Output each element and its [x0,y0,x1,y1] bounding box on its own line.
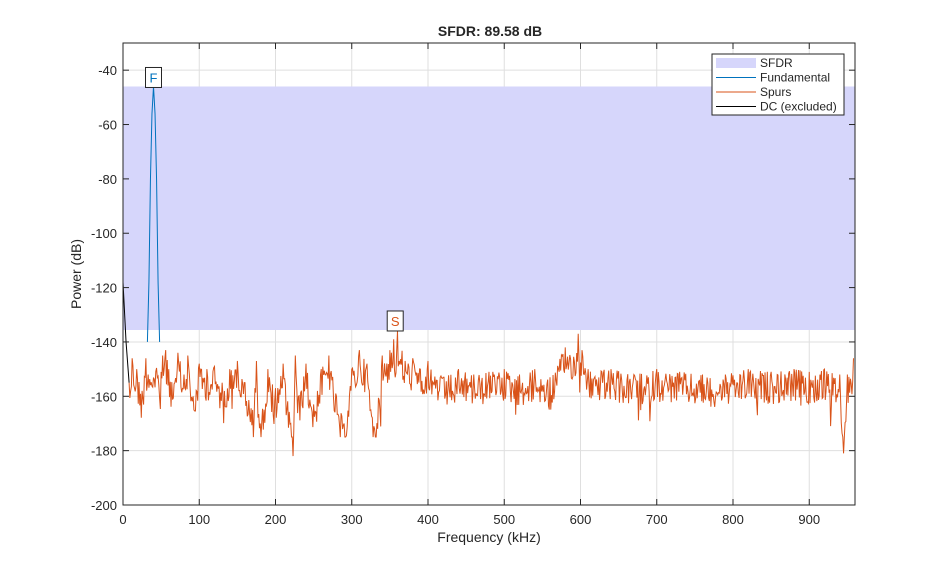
y-tick-label: -80 [98,172,117,187]
peak-markers: FS [145,66,404,332]
legend-entry-label: DC (excluded) [760,100,837,114]
y-tick-label: -140 [91,335,117,350]
x-tick-label: 900 [798,512,820,527]
y-axis-label: Power (dB) [68,239,84,309]
x-tick-label: 100 [188,512,210,527]
x-tick-label: 800 [722,512,744,527]
sfdr-band [123,86,855,330]
y-tick-label: -60 [98,118,117,133]
spurs-series-line [128,331,854,457]
legend-swatch [716,58,756,68]
marker-box [145,66,162,88]
x-axis-label: Frequency (kHz) [437,529,540,545]
plot-frame [122,42,856,506]
chart-title: SFDR: 89.58 dB [438,23,542,39]
legend-entry-label: Fundamental [760,71,830,85]
y-tick-label: -180 [91,444,117,459]
x-tick-label: 700 [646,512,668,527]
x-tick-label: 600 [570,512,592,527]
x-tick-label: 300 [341,512,363,527]
y-tick-label: -160 [91,389,117,404]
x-tick-label: 200 [265,512,287,527]
legend-entry-label: SFDR [760,56,793,70]
marker-box [386,310,404,332]
y-tick-label: -100 [91,226,117,241]
marker-label: S [391,314,400,329]
y-tick-label: -200 [91,498,117,513]
marker-label: F [150,70,158,85]
x-tick-label: 0 [119,512,126,527]
y-tick-label: -40 [98,63,117,78]
y-tick-label: -120 [91,281,117,296]
x-tick-label: 500 [493,512,515,527]
x-tick-label: 400 [417,512,439,527]
legend-entry-label: Spurs [760,85,791,99]
axis-ticks: 0 100 200 300 400 500 600 700 800 900 -200 -180 -160… [91,43,855,527]
